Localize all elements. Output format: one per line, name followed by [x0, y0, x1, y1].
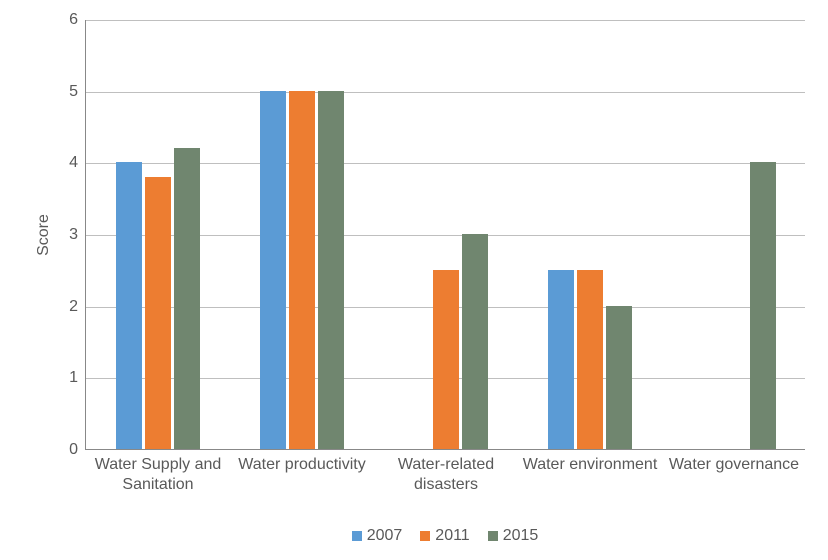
bar [260, 91, 286, 449]
legend-swatch [352, 531, 362, 541]
y-tick-label: 3 [69, 226, 78, 244]
y-tick-label: 4 [69, 154, 78, 172]
y-tick-label: 6 [69, 11, 78, 29]
bar [577, 270, 603, 449]
legend-item: 2011 [420, 527, 469, 545]
bar [116, 162, 142, 449]
bar [606, 306, 632, 449]
bar [433, 270, 459, 449]
legend-item: 2015 [488, 527, 539, 545]
bar [145, 177, 171, 449]
legend-swatch [488, 531, 498, 541]
y-axis-title: Score [35, 214, 53, 256]
bar [289, 91, 315, 449]
x-category-label: Water governance [662, 455, 806, 475]
legend: 2007 2011 2015 [85, 527, 805, 545]
x-category-label: Water environment [518, 455, 662, 475]
bar [462, 234, 488, 449]
x-category-label: Water productivity [230, 455, 374, 475]
y-tick-label: 5 [69, 83, 78, 101]
legend-item: 2007 [352, 527, 403, 545]
gridline [86, 92, 805, 93]
bar [318, 91, 344, 449]
legend-label: 2007 [367, 527, 403, 545]
legend-label: 2015 [503, 527, 539, 545]
bar [548, 270, 574, 449]
x-category-label: Water Supply and Sanitation [86, 455, 230, 495]
plot-area: 0123456Water Supply and SanitationWater … [85, 20, 805, 450]
y-tick-label: 2 [69, 298, 78, 316]
y-tick-label: 1 [69, 369, 78, 387]
bar [750, 162, 776, 449]
gridline [86, 20, 805, 21]
chart-container: 0123456Water Supply and SanitationWater … [0, 0, 828, 560]
x-category-label: Water-related disasters [374, 455, 518, 495]
y-tick-label: 0 [69, 441, 78, 459]
legend-label: 2011 [435, 527, 469, 545]
bar [174, 148, 200, 449]
legend-swatch [420, 531, 430, 541]
